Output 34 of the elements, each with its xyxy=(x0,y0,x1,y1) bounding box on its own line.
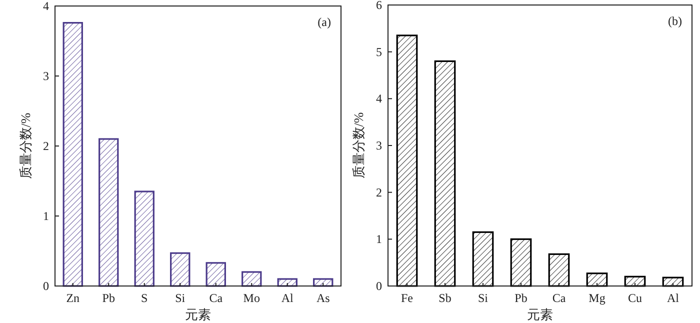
annotation: (b) xyxy=(668,14,682,28)
y-axis-title: 质量分数/% xyxy=(351,112,366,179)
y-tick-label: 3 xyxy=(376,138,382,152)
x-tick-label: Si xyxy=(175,291,186,305)
x-tick-label: Mo xyxy=(243,291,260,305)
y-tick-label: 0 xyxy=(376,279,382,293)
x-tick-label: Zn xyxy=(66,291,80,305)
x-axis-title: 元素 xyxy=(527,307,553,322)
annotation: (a) xyxy=(318,15,331,29)
y-tick-label: 1 xyxy=(43,209,49,223)
y-tick-label: 4 xyxy=(376,92,382,106)
x-tick-label: Al xyxy=(281,291,294,305)
x-tick-label: Ca xyxy=(552,291,566,305)
y-tick-label: 2 xyxy=(43,139,49,153)
y-tick-label: 0 xyxy=(43,279,49,293)
x-tick-label: Sb xyxy=(438,291,452,305)
x-tick-label: Mg xyxy=(588,291,606,305)
y-tick-label: 6 xyxy=(376,0,382,12)
y-tick-label: 4 xyxy=(43,0,49,13)
x-tick-label: Cu xyxy=(628,291,642,305)
x-tick-label: S xyxy=(141,291,148,305)
x-tick-label: Ca xyxy=(209,291,224,305)
y-axis-title: 质量分数/% xyxy=(18,112,33,180)
y-tick-label: 3 xyxy=(43,69,49,83)
x-tick-label: Fe xyxy=(401,291,413,305)
x-axis-title: 元素 xyxy=(185,307,211,322)
x-tick-label: Pb xyxy=(514,291,528,305)
x-tick-label: Pb xyxy=(102,291,115,305)
y-tick-label: 5 xyxy=(376,44,382,59)
y-tick-label: 1 xyxy=(376,232,382,246)
x-tick-label: As xyxy=(316,291,330,305)
y-tick-label: 2 xyxy=(376,185,382,200)
x-tick-label: Si xyxy=(478,291,489,305)
x-tick-label: Al xyxy=(667,291,680,305)
